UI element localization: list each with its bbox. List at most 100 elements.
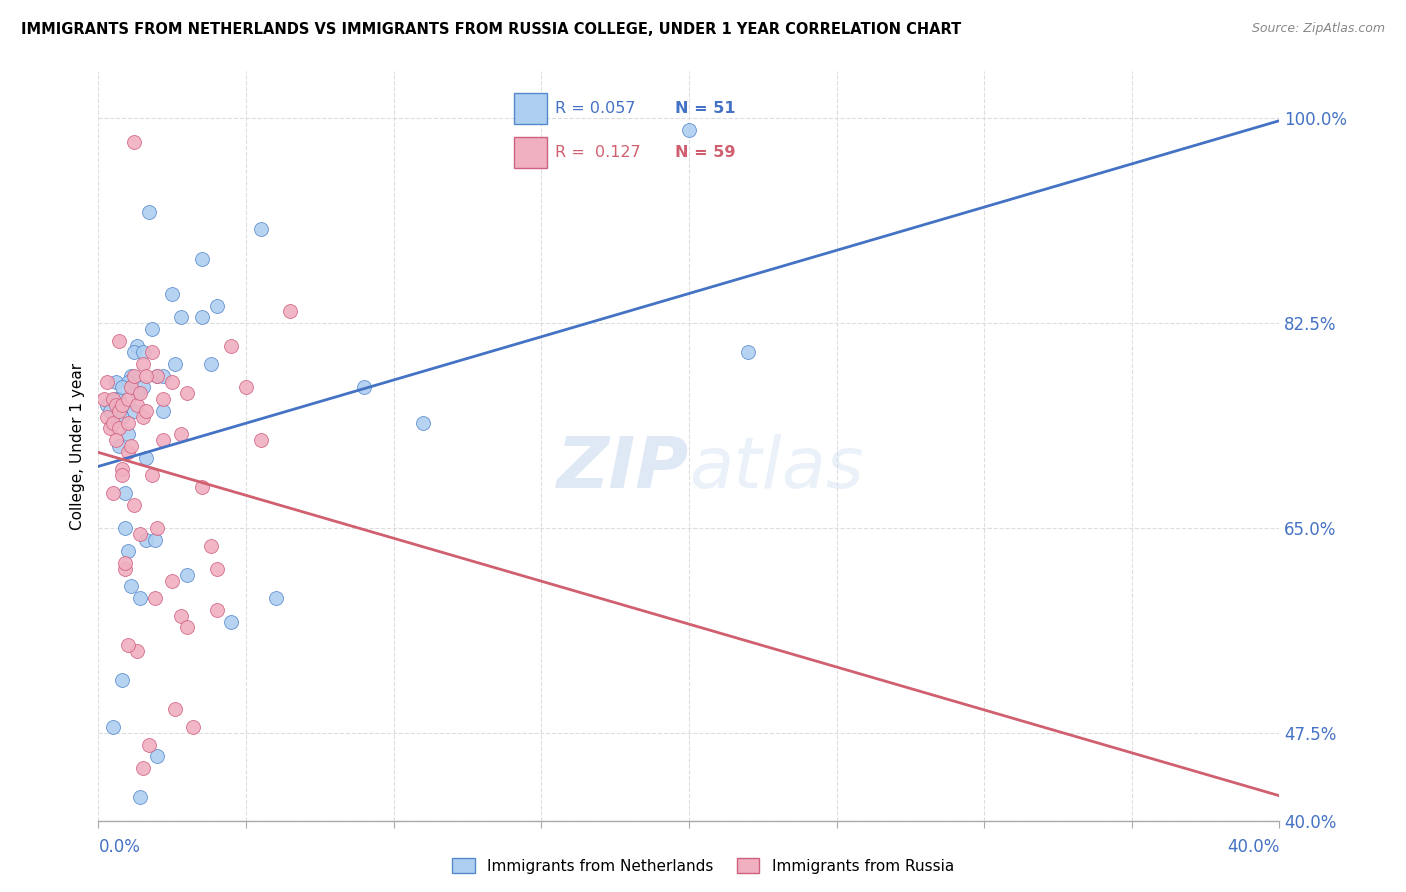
Point [191, 480, 214, 494]
Y-axis label: College, Under 1 year: College, Under 1 year [69, 362, 84, 530]
Point [125, 644, 148, 658]
Point [181, 720, 204, 734]
Point [135, 533, 157, 547]
Point [250, 222, 273, 236]
Point [132, 345, 155, 359]
Text: IMMIGRANTS FROM NETHERLANDS VS IMMIGRANTS FROM RUSSIA COLLEGE, UNDER 1 YEAR CORR: IMMIGRANTS FROM NETHERLANDS VS IMMIGRANT… [21, 22, 962, 37]
Point [132, 380, 155, 394]
Point [103, 416, 125, 430]
Point [162, 574, 183, 588]
Point [170, 310, 193, 325]
Point [111, 468, 134, 483]
Point [250, 433, 273, 447]
Point [114, 562, 136, 576]
Point [105, 392, 128, 407]
Point [105, 433, 128, 447]
Point [146, 368, 169, 383]
Point [114, 485, 136, 500]
Text: 40.0%: 40.0% [1227, 838, 1279, 856]
Point [111, 398, 134, 412]
Point [93, 392, 115, 407]
Point [117, 445, 139, 459]
Point [120, 580, 142, 594]
Point [191, 252, 214, 266]
Point [122, 368, 145, 383]
Point [120, 368, 142, 383]
Point [280, 304, 302, 318]
Point [191, 310, 214, 325]
Point [200, 539, 222, 553]
Point [105, 375, 128, 389]
Point [117, 416, 139, 430]
Text: ZIP: ZIP [557, 434, 689, 503]
Point [96, 398, 118, 412]
Point [111, 462, 134, 476]
Point [264, 591, 287, 606]
Point [143, 533, 166, 547]
Point [138, 738, 160, 752]
Point [111, 673, 134, 688]
Point [141, 468, 163, 483]
Point [120, 439, 142, 453]
Point [114, 521, 136, 535]
Point [141, 322, 163, 336]
Point [128, 591, 150, 606]
Point [678, 123, 700, 137]
Text: Source: ZipAtlas.com: Source: ZipAtlas.com [1251, 22, 1385, 36]
Point [235, 884, 257, 892]
Point [152, 368, 174, 383]
Point [146, 368, 169, 383]
Point [165, 702, 187, 716]
Point [117, 544, 139, 558]
Point [111, 380, 134, 394]
Point [135, 450, 157, 465]
Point [128, 526, 150, 541]
Point [141, 345, 163, 359]
Point [128, 790, 150, 805]
Point [117, 427, 139, 442]
Point [132, 409, 155, 424]
Point [176, 567, 198, 582]
Point [96, 375, 118, 389]
Text: atlas: atlas [689, 434, 863, 503]
Point [146, 521, 169, 535]
Point [125, 386, 148, 401]
Point [221, 615, 243, 629]
Point [105, 398, 128, 412]
Point [132, 357, 155, 371]
Legend: Immigrants from Netherlands, Immigrants from Russia: Immigrants from Netherlands, Immigrants … [446, 852, 960, 880]
Point [125, 339, 148, 353]
Point [146, 749, 169, 764]
Point [122, 345, 145, 359]
Point [128, 386, 150, 401]
Point [103, 485, 125, 500]
Point [205, 603, 228, 617]
Point [98, 421, 121, 435]
Point [152, 392, 174, 407]
Point [120, 380, 142, 394]
Point [152, 404, 174, 418]
Point [111, 409, 134, 424]
Point [162, 375, 183, 389]
Point [221, 339, 243, 353]
Point [353, 380, 375, 394]
Point [165, 357, 187, 371]
Point [108, 404, 131, 418]
Point [108, 421, 131, 435]
Point [132, 761, 155, 775]
Point [108, 439, 131, 453]
Point [135, 368, 157, 383]
Point [98, 404, 121, 418]
Point [108, 334, 131, 348]
Point [170, 608, 193, 623]
Point [103, 416, 125, 430]
Point [176, 620, 198, 634]
Point [122, 498, 145, 512]
Point [122, 404, 145, 418]
Point [103, 392, 125, 407]
Point [122, 135, 145, 149]
Point [152, 433, 174, 447]
Point [412, 416, 434, 430]
Text: 0.0%: 0.0% [98, 838, 141, 856]
Point [235, 380, 257, 394]
